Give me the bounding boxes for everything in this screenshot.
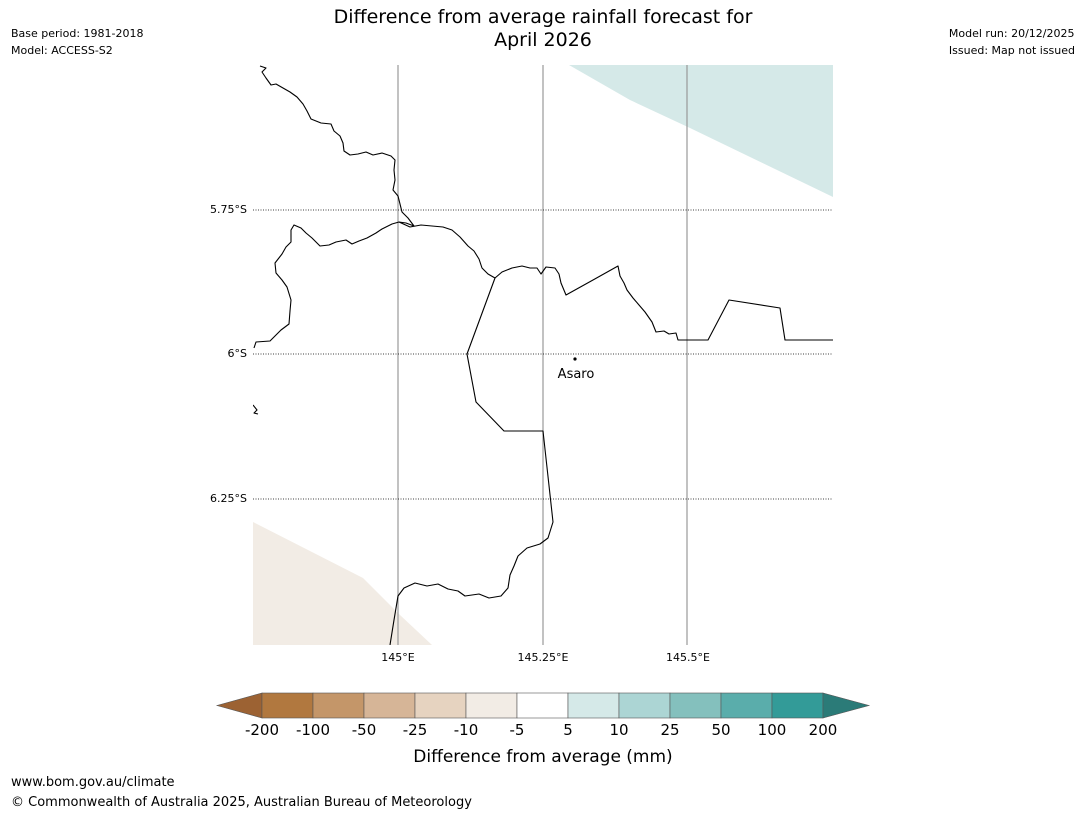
colorbar-tick-label: 10 <box>609 721 628 739</box>
map-area <box>253 65 833 645</box>
footer-url: www.bom.gov.au/climate <box>11 775 175 790</box>
colorbar-swatch <box>465 692 518 719</box>
boundaries <box>253 65 833 645</box>
colorbar-extend-high <box>822 692 871 719</box>
lon-label-145-5: 145.5°E <box>666 651 710 664</box>
colorbar-extend-low <box>215 692 263 719</box>
colorbar-swatch <box>618 692 671 719</box>
colorbar-tick-label: -50 <box>352 721 377 739</box>
run-info: Model run: 20/12/2025 Issued: Map not is… <box>949 25 1075 59</box>
colorbar-swatch <box>720 692 773 719</box>
colorbar-swatch <box>669 692 722 719</box>
colorbar-tick-label: 50 <box>711 721 730 739</box>
colorbar-tick-label: -5 <box>510 721 525 739</box>
colorbar-tick-label: 100 <box>758 721 787 739</box>
colorbar-swatch <box>567 692 620 719</box>
lon-label-145: 145°E <box>381 651 414 664</box>
colorbar-swatch <box>312 692 365 719</box>
wet-anomaly-region <box>569 65 833 197</box>
lon-label-145-25: 145.25°E <box>518 651 569 664</box>
title-line-1: Difference from average rainfall forecas… <box>333 6 753 28</box>
lat-label-6-25: 6.25°S <box>210 492 247 505</box>
colorbar-tick-label: 25 <box>660 721 679 739</box>
model-name: Model: ACCESS-S2 <box>11 44 113 57</box>
colorbar-swatch <box>771 692 824 719</box>
colorbar-swatch <box>414 692 467 719</box>
colorbar-tick-label: -100 <box>296 721 330 739</box>
colorbar-swatch <box>516 692 569 719</box>
colorbar-label: Difference from average (mm) <box>413 747 672 767</box>
boundary-north <box>259 65 415 227</box>
model-run: Model run: 20/12/2025 <box>948 27 1075 40</box>
colorbar-swatch <box>261 692 314 719</box>
place-label-asaro: Asaro <box>558 367 595 382</box>
colorbar-tick-label: 200 <box>809 721 838 739</box>
boundary-fragment-west <box>253 404 259 415</box>
colorbar-tick-label: 5 <box>563 721 573 739</box>
boundary-central <box>253 221 833 349</box>
lat-label-6: 6°S <box>228 347 247 360</box>
model-info: Base period: 1981-2018 Model: ACCESS-S2 <box>11 25 143 59</box>
colorbar-tick-label: -25 <box>403 721 428 739</box>
colorbar: -200 -100 -50 -25 -10 -5 5 10 25 50 100 200 <box>215 692 871 739</box>
base-period: Base period: 1981-2018 <box>11 27 144 40</box>
lat-label-5-75: 5.75°S <box>210 203 247 216</box>
map-title: Difference from average rainfall forecas… <box>253 6 833 52</box>
footer-copyright: © Commonwealth of Australia 2025, Austra… <box>11 795 472 810</box>
colorbar-tick-label: -200 <box>245 721 279 739</box>
colorbar-swatch <box>363 692 416 719</box>
issued-status: Issued: Map not issued <box>948 44 1075 57</box>
boundary-south <box>389 277 554 645</box>
title-line-2: April 2026 <box>494 29 592 51</box>
dry-anomaly-region <box>253 522 432 645</box>
asaro-marker <box>573 357 577 361</box>
colorbar-tick-label: -10 <box>454 721 479 739</box>
